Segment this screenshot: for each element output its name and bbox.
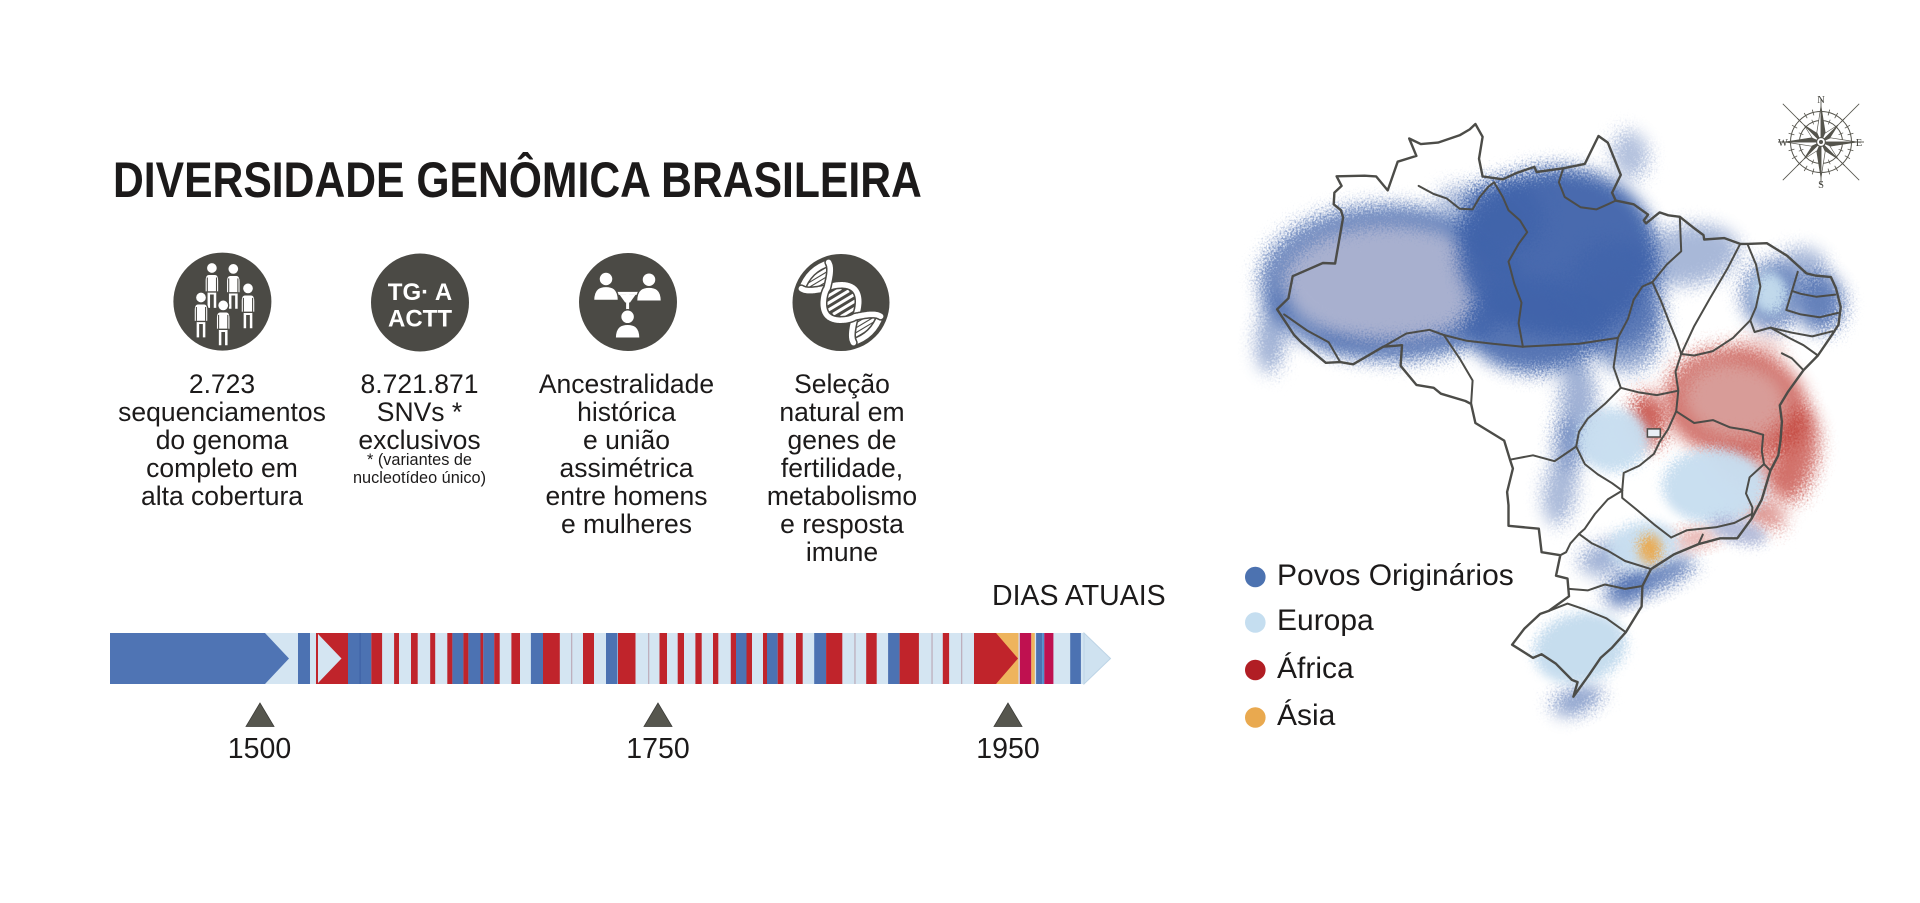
svg-text:ACTT: ACTT xyxy=(388,306,452,333)
svg-text:W: W xyxy=(1778,138,1788,149)
svg-text:E: E xyxy=(1856,138,1862,149)
svg-text:S: S xyxy=(1818,180,1824,191)
svg-text:TG· A: TG· A xyxy=(388,279,452,306)
svg-text:N: N xyxy=(1817,95,1825,106)
